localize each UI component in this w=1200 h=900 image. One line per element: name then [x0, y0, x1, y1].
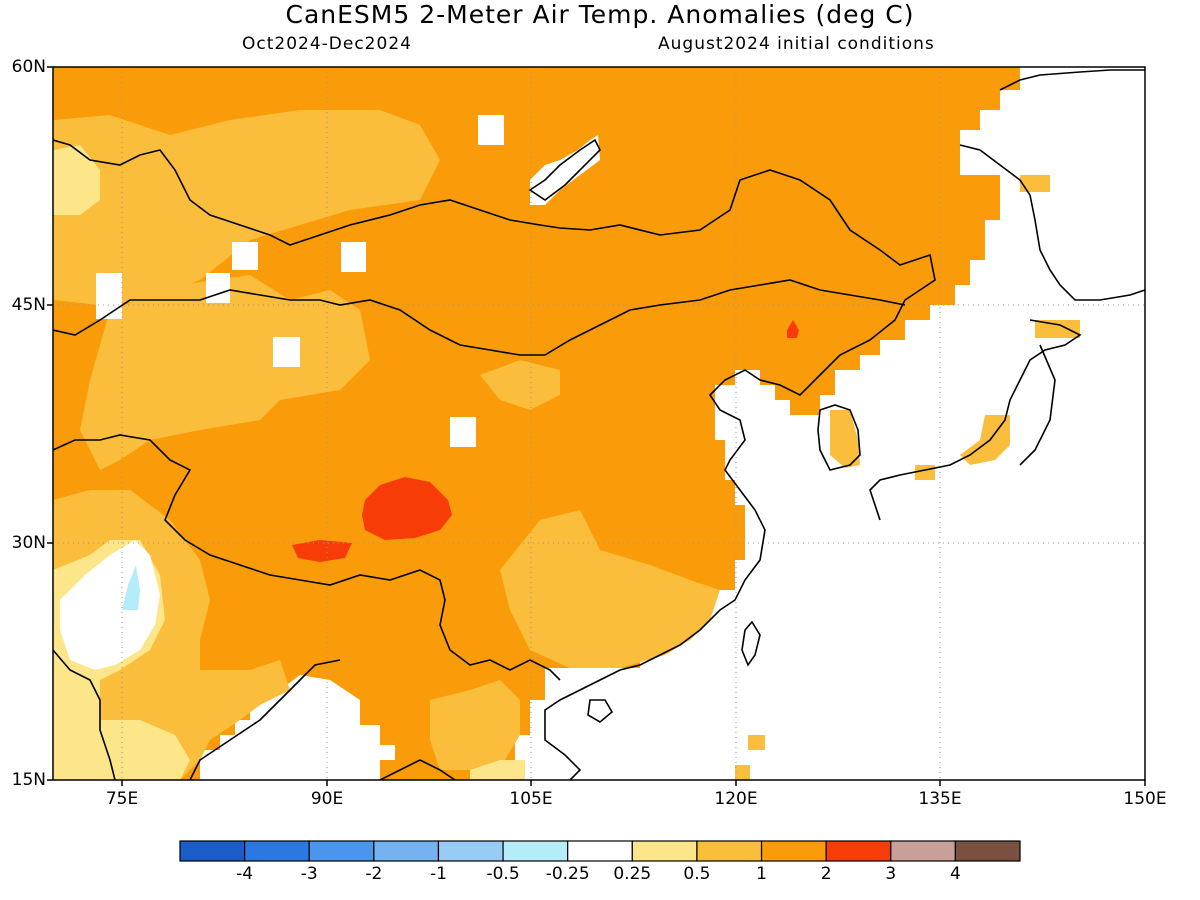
- lat-label-45n: 45N: [11, 295, 46, 315]
- colorbar-tick-label: -3: [300, 864, 318, 884]
- initial-conditions: August2024 initial conditions: [658, 34, 935, 54]
- land-fill-yellow-west: [53, 145, 100, 215]
- colorbar-tick-label: 0.25: [613, 864, 652, 884]
- lake-alakol: [232, 242, 258, 270]
- land-fill-light-west: [53, 110, 440, 305]
- colorbar-box: [373, 840, 440, 862]
- hotspot-northeast: [787, 320, 799, 338]
- colorbar-tick-label: -0.25: [545, 864, 590, 884]
- lake-issyk: [273, 337, 300, 367]
- land-fill-lightblue-india: [122, 565, 140, 610]
- colorbar-box: [244, 840, 310, 862]
- land-fill-orange: [53, 67, 1020, 780]
- hotspot-tibet: [362, 477, 452, 540]
- colorbar-box: [954, 840, 1021, 862]
- forecast-period: Oct2024-Dec2024: [242, 34, 412, 54]
- colorbar-tick-label: -2: [365, 864, 383, 884]
- lat-label-15n: 15N: [11, 770, 46, 790]
- colorbar-tick-label: 1: [756, 864, 767, 884]
- colorbar-box: [179, 840, 246, 862]
- land-fill-light-central: [80, 275, 370, 470]
- colorbar-box: [502, 840, 569, 862]
- axis-ticks: [47, 66, 1146, 786]
- lon-label-135e: 135E: [918, 789, 962, 809]
- colorbar-tick-label: -4: [236, 864, 254, 884]
- philippine-fill: [735, 765, 750, 780]
- lake-baikal: [530, 135, 600, 205]
- colorbar-box: [631, 840, 698, 862]
- land-fill-yellow-seasia: [470, 760, 525, 780]
- anomaly-fill-layer: [53, 67, 1080, 780]
- lake-zaysan: [206, 273, 230, 303]
- colorbar-box: [437, 840, 504, 862]
- lake-balkhash: [96, 273, 122, 319]
- colorbar-tick-label: -1: [429, 864, 447, 884]
- land-fill-light-china-south: [500, 510, 720, 668]
- map-frame: [52, 66, 1146, 781]
- coastlines: [53, 69, 1145, 780]
- lon-label-105e: 105E: [509, 789, 553, 809]
- lake-khyargas: [341, 242, 366, 272]
- lon-label-90e: 90E: [310, 789, 344, 809]
- lat-label-60n: 60N: [11, 57, 46, 77]
- colorbar-box: [890, 840, 956, 862]
- colorbar-boxes: [179, 840, 1021, 862]
- lon-label-120e: 120E: [714, 789, 758, 809]
- colorbar-box: [696, 840, 763, 862]
- lake-khuvsgul: [478, 115, 504, 145]
- colorbar-box: [760, 840, 827, 862]
- colorbar-tick-label: 2: [820, 864, 832, 884]
- taiwan-fill: [748, 735, 765, 750]
- colorbar-tick-label: 0.5: [683, 864, 711, 884]
- chart-title: CanESM5 2-Meter Air Temp. Anomalies (deg…: [285, 0, 915, 29]
- colorbar-tick-label: -0.5: [486, 864, 520, 884]
- land-fill-light-xinjiang: [480, 360, 560, 410]
- land-fill-light-seasia: [430, 680, 520, 770]
- colorbar-tick-label: 4: [949, 864, 961, 884]
- colorbar-box: [567, 840, 633, 862]
- lon-label-75e: 75E: [105, 789, 139, 809]
- lon-label-150e: 150E: [1123, 789, 1167, 809]
- colorbar-box: [308, 840, 375, 862]
- hotspot-tibet-west: [292, 540, 352, 562]
- japan-fill: [1035, 320, 1080, 338]
- lat-label-30n: 30N: [11, 533, 46, 553]
- sakhalin-fill: [1020, 175, 1050, 192]
- korea-fill: [830, 410, 860, 468]
- lake-qinghai: [450, 417, 476, 447]
- colorbar-tick-label: 3: [885, 864, 897, 884]
- gridlines: [53, 67, 1145, 780]
- colorbar-box: [825, 840, 892, 862]
